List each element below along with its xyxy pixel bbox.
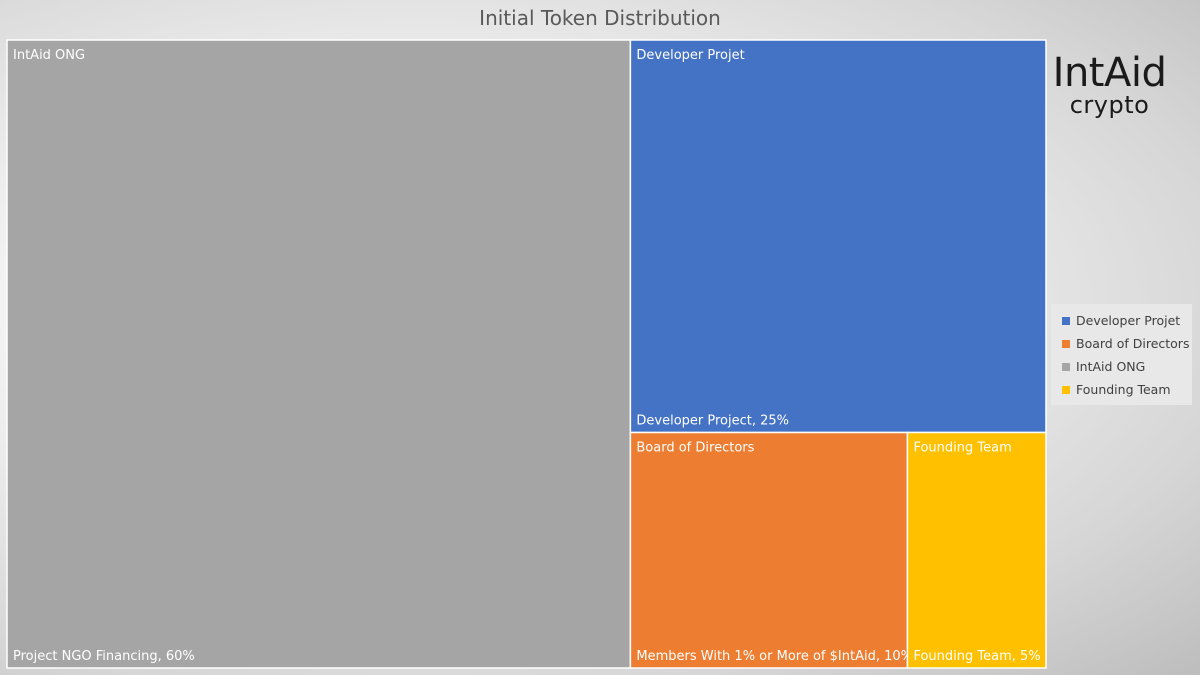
- group-label: Board of Directors: [636, 441, 754, 456]
- legend-item-founding-team: Founding Team: [1062, 378, 1192, 401]
- data-label: Developer Project, 25%: [636, 414, 789, 429]
- legend-label: IntAid ONG: [1076, 359, 1146, 374]
- data-label: Founding Team, 5%: [913, 649, 1040, 664]
- legend-item-board-of-directors: Board of Directors: [1062, 332, 1192, 355]
- legend-swatch: [1062, 362, 1070, 371]
- data-label: Project NGO Financing, 60%: [13, 649, 195, 664]
- legend-item-developer-projet: Developer Projet: [1062, 309, 1192, 332]
- legend-swatch: [1062, 316, 1070, 325]
- intaid-crypto-logo: IntAid crypto: [1052, 50, 1167, 119]
- treemap-tile-board-of-directors: [629, 431, 909, 669]
- chart-legend: Developer Projet Board of Directors IntA…: [1051, 304, 1192, 405]
- treemap-tile-founding-team: [906, 431, 1047, 669]
- legend-swatch: [1062, 339, 1070, 348]
- logo-subtitle: crypto: [1069, 91, 1150, 119]
- treemap-tile-developer-projet: [629, 39, 1047, 434]
- chart-title: Initial Token Distribution: [479, 6, 721, 30]
- data-label: Members With 1% or More of $IntAid, 10%: [636, 649, 913, 664]
- legend-label: Developer Projet: [1076, 313, 1181, 328]
- legend-label: Founding Team: [1076, 382, 1171, 397]
- group-label: IntAid ONG: [13, 48, 85, 63]
- legend-swatch: [1062, 385, 1070, 394]
- logo-wordmark: IntAid: [1052, 50, 1167, 96]
- group-label: Founding Team: [913, 441, 1011, 456]
- legend-label: Board of Directors: [1076, 336, 1190, 351]
- group-label: Developer Projet: [636, 48, 744, 63]
- treemap-tile-intaid-ong: [6, 39, 632, 669]
- legend-item-intaid-ong: IntAid ONG: [1062, 355, 1192, 378]
